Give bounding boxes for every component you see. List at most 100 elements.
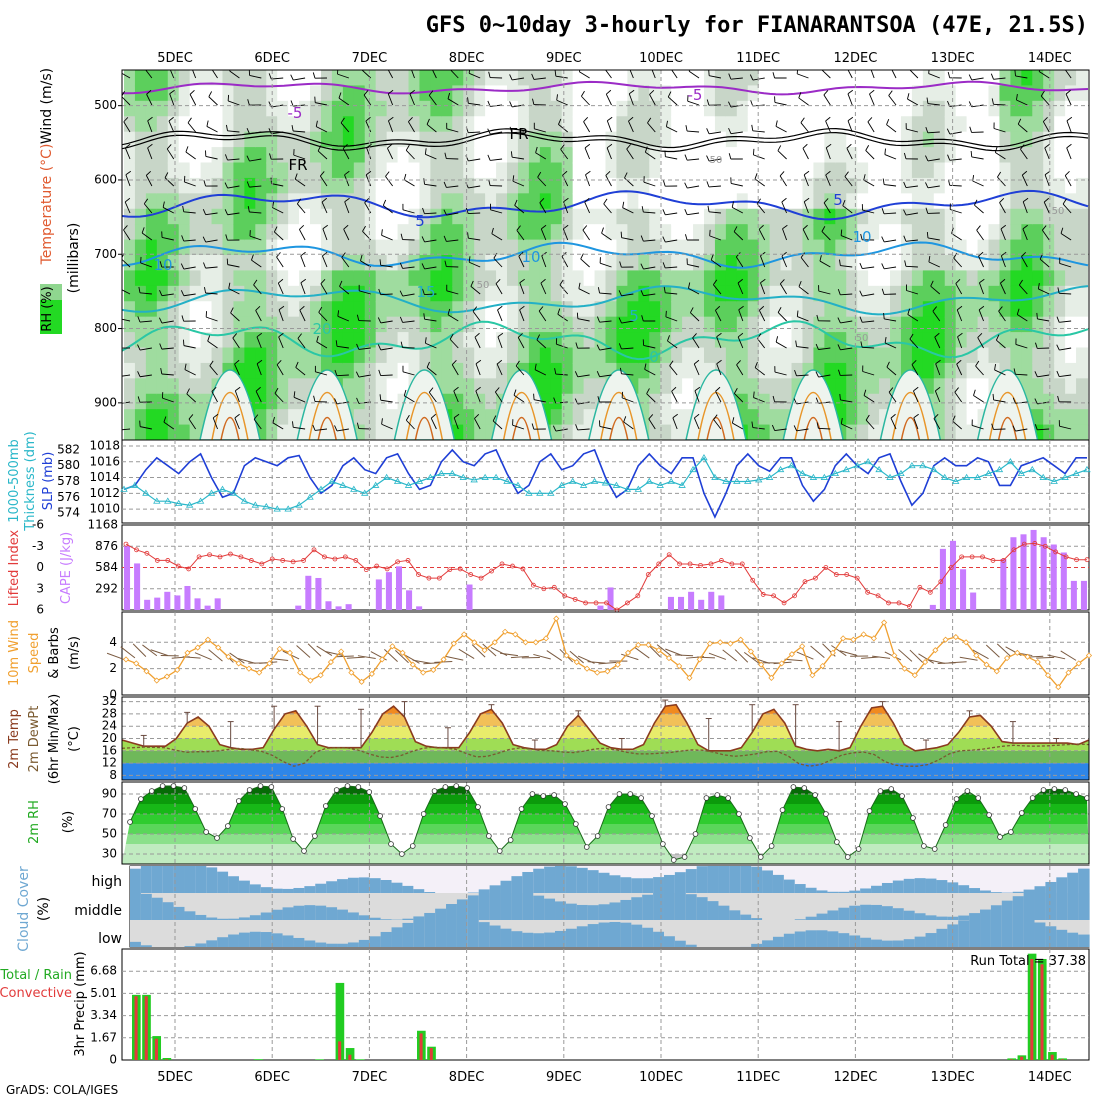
rh-cell (1054, 424, 1067, 440)
cloud-cell (304, 905, 316, 920)
rh-cell (1076, 70, 1089, 87)
cloud-cell-bg (271, 893, 284, 920)
rh-cell (539, 85, 552, 102)
upper-wind-barb-feather (1038, 70, 1041, 72)
rh-cell (255, 409, 268, 426)
cloud-cell (685, 894, 698, 920)
rh-cell (627, 116, 640, 133)
wind-10m-barb (743, 652, 760, 664)
rh-cell (255, 131, 268, 149)
rh-cell (922, 100, 935, 118)
rh-cell (441, 177, 454, 195)
upper-wind-barb (1065, 93, 1072, 106)
rh-cell (124, 239, 136, 256)
rh-marker (257, 783, 264, 789)
upper-wind-barb-feather (684, 182, 688, 189)
upper-wind-barb-feather (777, 145, 782, 151)
rh-cell (364, 177, 377, 195)
upper-wind-barb-feather (891, 63, 895, 67)
rh-cell (528, 224, 541, 241)
rh-cell (857, 70, 870, 87)
rh-cell (1010, 162, 1023, 179)
rh-cell (780, 239, 793, 256)
rh-marker (747, 835, 753, 841)
rh-cell (1021, 208, 1034, 226)
rh-cell (178, 378, 191, 395)
rh-cell (419, 100, 432, 118)
cloud-cell (827, 931, 839, 947)
cloud-cell (1023, 920, 1036, 947)
rh-cell (1010, 208, 1023, 226)
cloud-cell (293, 887, 305, 893)
upper-wind-barb (164, 177, 175, 187)
rh-marker (138, 796, 144, 802)
rh-cell (714, 285, 727, 303)
rh-cell (1076, 424, 1089, 440)
upper-wind-barb-feather (290, 74, 294, 81)
lifted-index-marker (248, 558, 254, 563)
rh-cell (528, 131, 541, 149)
upper-wind-barb (380, 293, 393, 296)
rh-cell (1043, 393, 1056, 411)
rh-cell (605, 239, 618, 256)
rh-cell (474, 347, 487, 364)
rh-cell (145, 424, 158, 440)
rh-cell (911, 362, 924, 380)
upper-wind-barb-feather (163, 416, 167, 423)
cloud-cell (522, 893, 534, 920)
rh-cell (736, 208, 749, 226)
rh-cell (288, 332, 301, 349)
cloud-cell-bg (816, 866, 829, 893)
rh-cell (310, 285, 323, 303)
cloud-cell-bg (206, 920, 218, 947)
surface-isotherm-25 (502, 391, 541, 440)
wind-speed-marker (553, 615, 560, 622)
rh-cell (134, 116, 147, 133)
upper-wind-barb-feather (146, 170, 151, 176)
upper-wind-barb (621, 397, 634, 403)
upper-wind-barb-feather (211, 386, 217, 392)
rh-cell (693, 193, 706, 210)
upper-wind-barb (497, 336, 503, 349)
rh-cell (583, 347, 596, 364)
lifted-index-marker (813, 575, 818, 581)
upper-wind-barb (581, 95, 590, 106)
rh-cell (408, 224, 421, 241)
rh-cell (1076, 347, 1089, 364)
upper-wind-barb (424, 239, 437, 243)
upper-wind-barb-feather (185, 146, 189, 153)
rh-cell (167, 131, 180, 149)
upper-wind-barb-feather (997, 171, 1002, 178)
rh-cell (528, 147, 541, 164)
upper-wind-barb-feather (825, 170, 831, 176)
upper-wind-barb-feather (728, 127, 732, 134)
rh-cell (911, 239, 924, 256)
rh-cell (167, 301, 180, 318)
upper-wind-barb (754, 367, 765, 376)
surface-isotherm-25 (600, 391, 638, 440)
rh-cell (353, 301, 366, 318)
cloud-cell (304, 940, 316, 947)
upper-wind-barb-feather (355, 371, 360, 378)
cloud-cell-bg (903, 893, 916, 920)
rh-cell (145, 347, 158, 364)
slp-ylabel-thickness-2: Thickness (dm) (23, 431, 38, 531)
rh-cell (868, 85, 881, 102)
upper-wind-barb-feather (947, 71, 951, 78)
rh-cell (583, 85, 596, 102)
rh-cell (1076, 285, 1089, 303)
rh-cell (200, 116, 213, 133)
upper-wind-barb-feather (925, 126, 929, 133)
upper-wind-barb-feather (514, 199, 518, 206)
wind-10m-barb (831, 645, 847, 657)
rh-cell (255, 424, 268, 440)
rh-cell (802, 70, 815, 87)
rh-cell (868, 70, 881, 87)
upper-wind-barb-feather (925, 182, 929, 189)
cloud-cell (162, 902, 175, 920)
rh-cell (244, 301, 257, 318)
precip-convective-bar (144, 996, 148, 1060)
cape-bar (688, 591, 695, 610)
rh-marker (714, 792, 721, 798)
